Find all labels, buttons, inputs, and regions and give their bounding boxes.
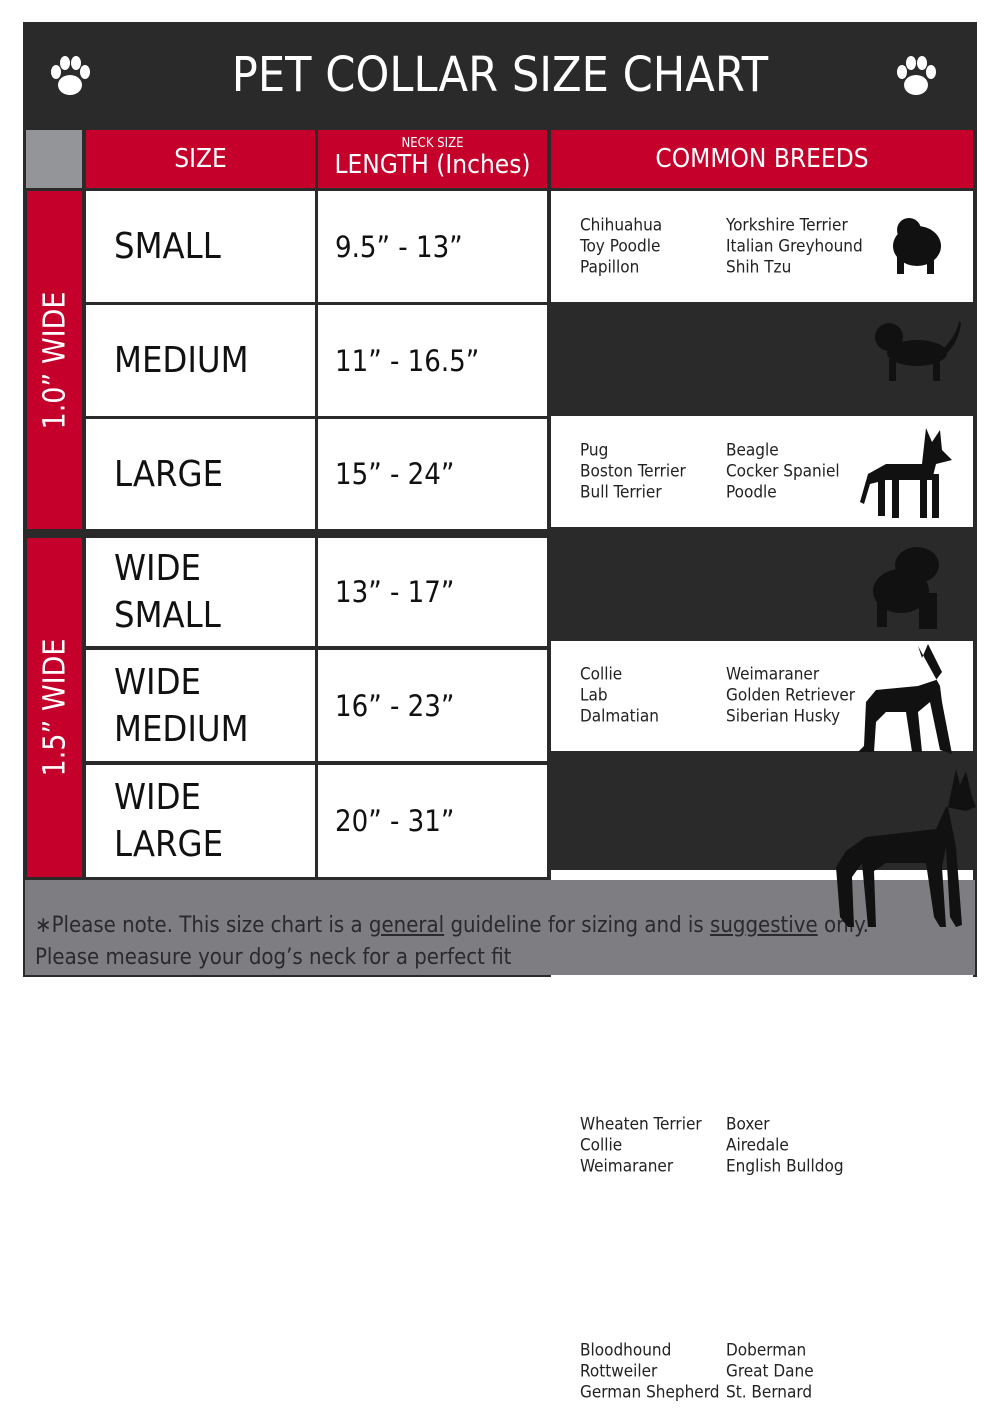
breed-name: English Bulldog xyxy=(726,1156,844,1176)
header-length-label: LENGTH (Inches) xyxy=(334,150,531,180)
size-label-word: LARGE xyxy=(114,824,224,865)
size-label: LARGE xyxy=(114,453,224,495)
breed-name: Yorkshire Terrier xyxy=(726,215,848,235)
length-cell: 9.5” - 13” xyxy=(318,191,547,302)
breeds-column: Chihuahua Toy Poodle Papillon xyxy=(580,215,662,278)
size-label-word: WIDE xyxy=(114,777,201,818)
length-cell: 20” - 31” xyxy=(318,765,547,877)
breed-name: Toy Poodle xyxy=(580,236,661,256)
breed-name: Collie xyxy=(580,664,623,685)
breeds-cell: Wheaten Terrier Collie Weimaraner Boxer Aire… xyxy=(551,1090,973,1201)
size-cell: WIDE MEDIUM xyxy=(86,650,315,761)
breeds-column: Yorkshire Terrier Italian Greyhound Shih T… xyxy=(726,215,863,278)
length-value: 11” - 16.5” xyxy=(335,343,480,378)
length-cell: 11” - 16.5” xyxy=(318,305,547,416)
breed-name: Cocker Spaniel xyxy=(726,461,840,481)
size-cell: LARGE xyxy=(86,419,315,529)
header-corner xyxy=(26,130,82,188)
breed-name: Beagle xyxy=(726,440,779,460)
group-label-1-5in: 1.5” WIDE xyxy=(27,538,82,877)
length-value: 13” - 17” xyxy=(335,575,455,609)
size-cell: SMALL xyxy=(86,191,315,302)
breeds-cell: Bloodhound Rottweiler German Shepherd Dober… xyxy=(551,1316,973,1428)
breed-name: Dalmatian xyxy=(580,706,659,727)
length-value: 20” - 31” xyxy=(335,804,455,838)
footer-text: guideline for sizing and is xyxy=(444,913,711,938)
breed-name: St. Bernard xyxy=(726,1382,813,1403)
breeds-column: Collie Lab Dalmatian xyxy=(580,665,659,728)
footer-underlined: general xyxy=(368,913,445,938)
breed-name: Siberian Husky xyxy=(726,706,841,727)
breed-name: Boston Terrier xyxy=(580,461,686,481)
breed-name: Golden Retriever xyxy=(726,685,856,706)
size-label-word: SMALL xyxy=(114,595,221,636)
breeds-cell: Pug Boston Terrier Bull Terrier Beagle Cocke… xyxy=(551,416,973,527)
breed-name: Wheaten Terrier xyxy=(580,1114,702,1134)
group-label-text: 1.0” WIDE xyxy=(37,291,72,429)
header-length-sublabel: NECK SIZE xyxy=(401,136,464,151)
breeds-column: Bloodhound Rottweiler German Shepherd xyxy=(580,1341,719,1404)
breed-name: Great Dane xyxy=(726,1361,814,1382)
size-cell: WIDE LARGE xyxy=(86,765,315,877)
breed-name: Boxer xyxy=(726,1114,770,1134)
breed-name: Pug xyxy=(580,440,609,460)
breeds-column: Weimaraner Golden Retriever Siberian Husky xyxy=(726,665,855,728)
length-value: 16” - 23” xyxy=(335,688,455,723)
breed-name: Weimaraner xyxy=(726,664,820,685)
header-size-label: SIZE xyxy=(174,144,227,174)
size-label-word: MEDIUM xyxy=(114,708,249,750)
header-breeds-label: COMMON BREEDS xyxy=(655,144,869,174)
header-size: SIZE xyxy=(86,130,315,188)
length-cell: 16” - 23” xyxy=(318,650,547,761)
footer-text-line2: Please measure your dog’s neck for a per… xyxy=(35,945,512,970)
size-label-word: WIDE xyxy=(114,548,201,589)
breeds-column: Pug Boston Terrier Bull Terrier xyxy=(580,440,686,503)
length-value: 9.5” - 13” xyxy=(335,229,463,264)
header-length: NECK SIZE LENGTH (Inches) xyxy=(318,130,547,188)
group-label-1in: 1.0” WIDE xyxy=(27,191,82,529)
breed-name: Doberman xyxy=(726,1340,807,1361)
breed-name: Collie xyxy=(580,1135,623,1155)
breed-name: Chihuahua xyxy=(580,215,663,235)
group-label-text: 1.5” WIDE xyxy=(37,638,72,777)
breed-name: Bloodhound xyxy=(580,1340,672,1361)
length-cell: 13” - 17” xyxy=(318,538,547,646)
breed-name: Shih Tzu xyxy=(726,257,792,277)
breed-name: Rottweiler xyxy=(580,1361,658,1382)
breed-name: Italian Greyhound xyxy=(726,236,863,256)
breeds-column: Beagle Cocker Spaniel Poodle xyxy=(726,440,840,503)
breed-name: Airedale xyxy=(726,1135,789,1155)
breed-name: Papillon xyxy=(580,257,640,277)
breeds-column: Doberman Great Dane St. Bernard xyxy=(726,1341,814,1404)
size-label-word: WIDE xyxy=(114,661,201,703)
paw-print-icon xyxy=(897,56,936,95)
size-label: SMALL xyxy=(114,226,221,267)
footer-underlined: suggestive xyxy=(710,913,818,938)
size-cell: WIDE SMALL xyxy=(86,538,315,646)
breed-name: Weimaraner xyxy=(580,1156,674,1176)
footer-note: ∗Please note. This size chart is a gener… xyxy=(25,880,975,975)
size-label: MEDIUM xyxy=(114,340,249,381)
page-title: PET COLLAR SIZE CHART xyxy=(231,46,769,103)
footer-text: ∗Please note. This size chart is a xyxy=(35,913,369,938)
breed-name: Poodle xyxy=(726,482,777,502)
breed-name: German Shepherd xyxy=(580,1382,720,1403)
size-cell: MEDIUM xyxy=(86,305,315,416)
breed-name: Bull Terrier xyxy=(580,482,662,502)
header-breeds: COMMON BREEDS xyxy=(551,130,973,188)
breeds-column: Boxer Airedale English Bulldog xyxy=(726,1114,844,1177)
breeds-column: Wheaten Terrier Collie Weimaraner xyxy=(580,1114,702,1177)
title-bar: PET COLLAR SIZE CHART xyxy=(23,22,977,127)
breed-name: Lab xyxy=(580,685,608,706)
paw-print-icon xyxy=(51,56,90,95)
length-cell: 15” - 24” xyxy=(318,419,547,529)
length-value: 15” - 24” xyxy=(335,457,455,491)
